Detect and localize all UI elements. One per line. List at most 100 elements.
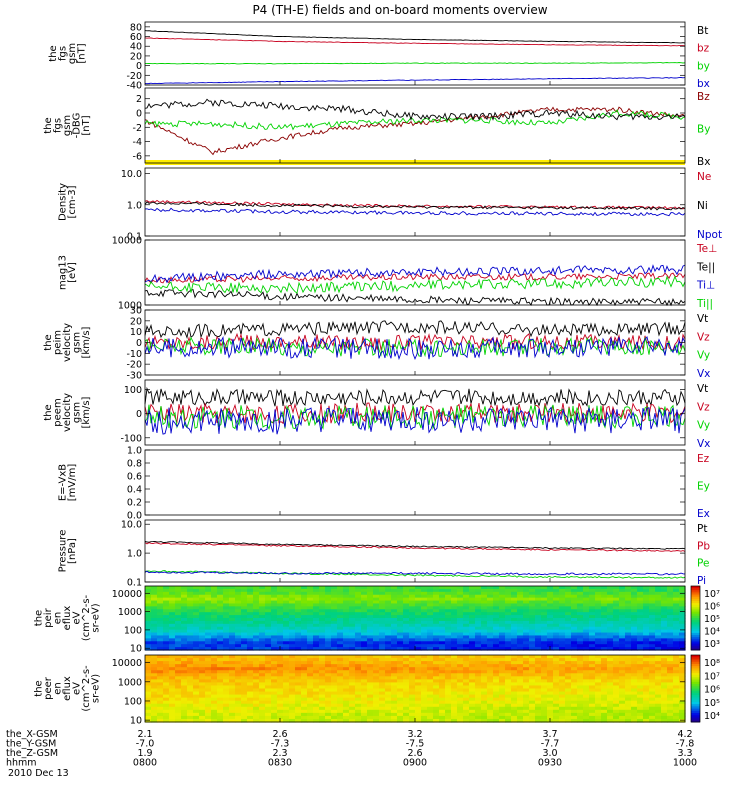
spectrogram-cell — [367, 673, 374, 677]
spectrogram-cell — [421, 629, 428, 634]
spectrogram-cell — [565, 664, 572, 668]
spectrogram-cell — [337, 685, 344, 690]
spectrogram-cell — [595, 594, 602, 599]
spectrogram-cell — [229, 658, 236, 662]
spectrogram-cell — [661, 603, 668, 607]
spectrogram-cell — [205, 609, 212, 613]
spectrogram-cell — [565, 629, 572, 634]
spectrogram-cell — [637, 688, 644, 693]
spectrogram-cell — [493, 712, 500, 717]
spectrogram-cell — [409, 586, 416, 590]
spectrogram-cell — [433, 706, 440, 711]
spectrogram-cell — [511, 688, 518, 693]
y-axis-label: [km/s] — [81, 326, 92, 358]
spectrogram-cell — [361, 591, 368, 596]
spectrogram-cell — [241, 618, 248, 622]
spectrogram-cell — [385, 709, 392, 714]
spectrogram-cell — [163, 626, 170, 631]
spectrogram-cell — [241, 715, 248, 720]
y-tick-label: 10000 — [112, 658, 142, 669]
spectrogram-cell — [271, 606, 278, 610]
colorbar-step — [691, 684, 700, 687]
spectrogram-cell — [343, 709, 350, 714]
colorbar-step — [691, 626, 700, 630]
spectrogram-cell — [217, 682, 224, 687]
spectrogram-cell — [523, 638, 530, 642]
spectrogram-cell — [205, 591, 212, 596]
spectrogram-cell — [529, 609, 536, 613]
spectrogram-cell — [565, 638, 572, 642]
spectrogram-cell — [235, 591, 242, 596]
spectrogram-cell — [469, 694, 476, 699]
footer-row-label: the_Y-GSM — [6, 739, 56, 750]
spectrogram-cell — [361, 685, 368, 690]
spectrogram-cell — [511, 658, 518, 662]
spectrogram-cell — [505, 597, 512, 602]
spectrogram-cell — [271, 682, 278, 687]
spectrogram-cell — [679, 612, 686, 616]
spectrogram-cell — [487, 620, 494, 625]
spectrogram-cell — [523, 691, 530, 696]
spectrogram-cell — [217, 667, 224, 671]
spectrogram-cell — [523, 712, 530, 717]
spectrogram-cell — [349, 688, 356, 693]
spectrogram-cell — [463, 694, 470, 699]
spectrogram-cell — [577, 600, 584, 605]
spectrogram-cell — [229, 664, 236, 668]
spectrogram-cell — [673, 600, 680, 605]
spectrogram-cell — [301, 670, 308, 674]
spectrogram-cell — [271, 718, 278, 723]
spectrogram-cell — [571, 641, 578, 645]
spectrogram-cell — [313, 609, 320, 613]
spectrogram-cell — [385, 647, 392, 651]
spectrogram-cell — [451, 664, 458, 668]
spectrogram-cell — [283, 715, 290, 720]
spectrogram-cell — [337, 676, 344, 680]
spectrogram-cell — [619, 586, 626, 590]
spectrogram-cell — [613, 655, 620, 659]
spectrogram-cell — [409, 691, 416, 696]
spectrogram-cell — [529, 638, 536, 642]
colorbar-step — [691, 701, 700, 705]
spectrogram-cell — [181, 629, 188, 634]
spectrogram-cell — [175, 638, 182, 642]
spectrogram-cell — [487, 635, 494, 639]
spectrogram-cell — [295, 626, 302, 631]
spectrogram-cell — [283, 661, 290, 665]
spectrogram-cell — [373, 632, 380, 637]
spectrogram-cell — [247, 609, 254, 613]
spectrogram-cell — [355, 588, 362, 593]
spectrogram-cell — [343, 635, 350, 639]
spectrogram-cell — [577, 615, 584, 619]
spectrogram-cell — [409, 667, 416, 671]
spectrogram-cell — [463, 606, 470, 610]
spectrogram-cell — [253, 594, 260, 599]
spectrogram-cell — [625, 603, 632, 607]
spectrogram-cell — [433, 676, 440, 680]
spectrogram-cell — [391, 588, 398, 593]
spectrogram-cell — [253, 647, 260, 651]
spectrogram-cell — [283, 673, 290, 677]
spectrogram-cell — [631, 635, 638, 639]
spectrogram-cell — [565, 647, 572, 651]
spectrogram-cell — [499, 664, 506, 668]
spectrogram-cell — [433, 615, 440, 619]
spectrogram-cell — [571, 606, 578, 610]
spectrogram-cell — [301, 626, 308, 631]
spectrogram-cell — [373, 638, 380, 642]
spectrogram-cell — [385, 691, 392, 696]
spectrogram-cell — [499, 655, 506, 659]
spectrogram-cell — [265, 623, 272, 628]
spectrogram-cell — [535, 606, 542, 610]
spectrogram-cell — [613, 658, 620, 662]
spectrogram-cell — [505, 588, 512, 593]
spectrogram-cell — [145, 635, 152, 639]
spectrogram-cell — [397, 676, 404, 680]
spectrogram-cell — [199, 641, 206, 645]
spectrogram-cell — [583, 718, 590, 723]
spectrogram-cell — [529, 620, 536, 625]
spectrogram-cell — [415, 685, 422, 690]
y-axis-label: E=-VxB — [57, 464, 68, 501]
spectrogram-cell — [241, 685, 248, 690]
spectrogram-cell — [421, 706, 428, 711]
